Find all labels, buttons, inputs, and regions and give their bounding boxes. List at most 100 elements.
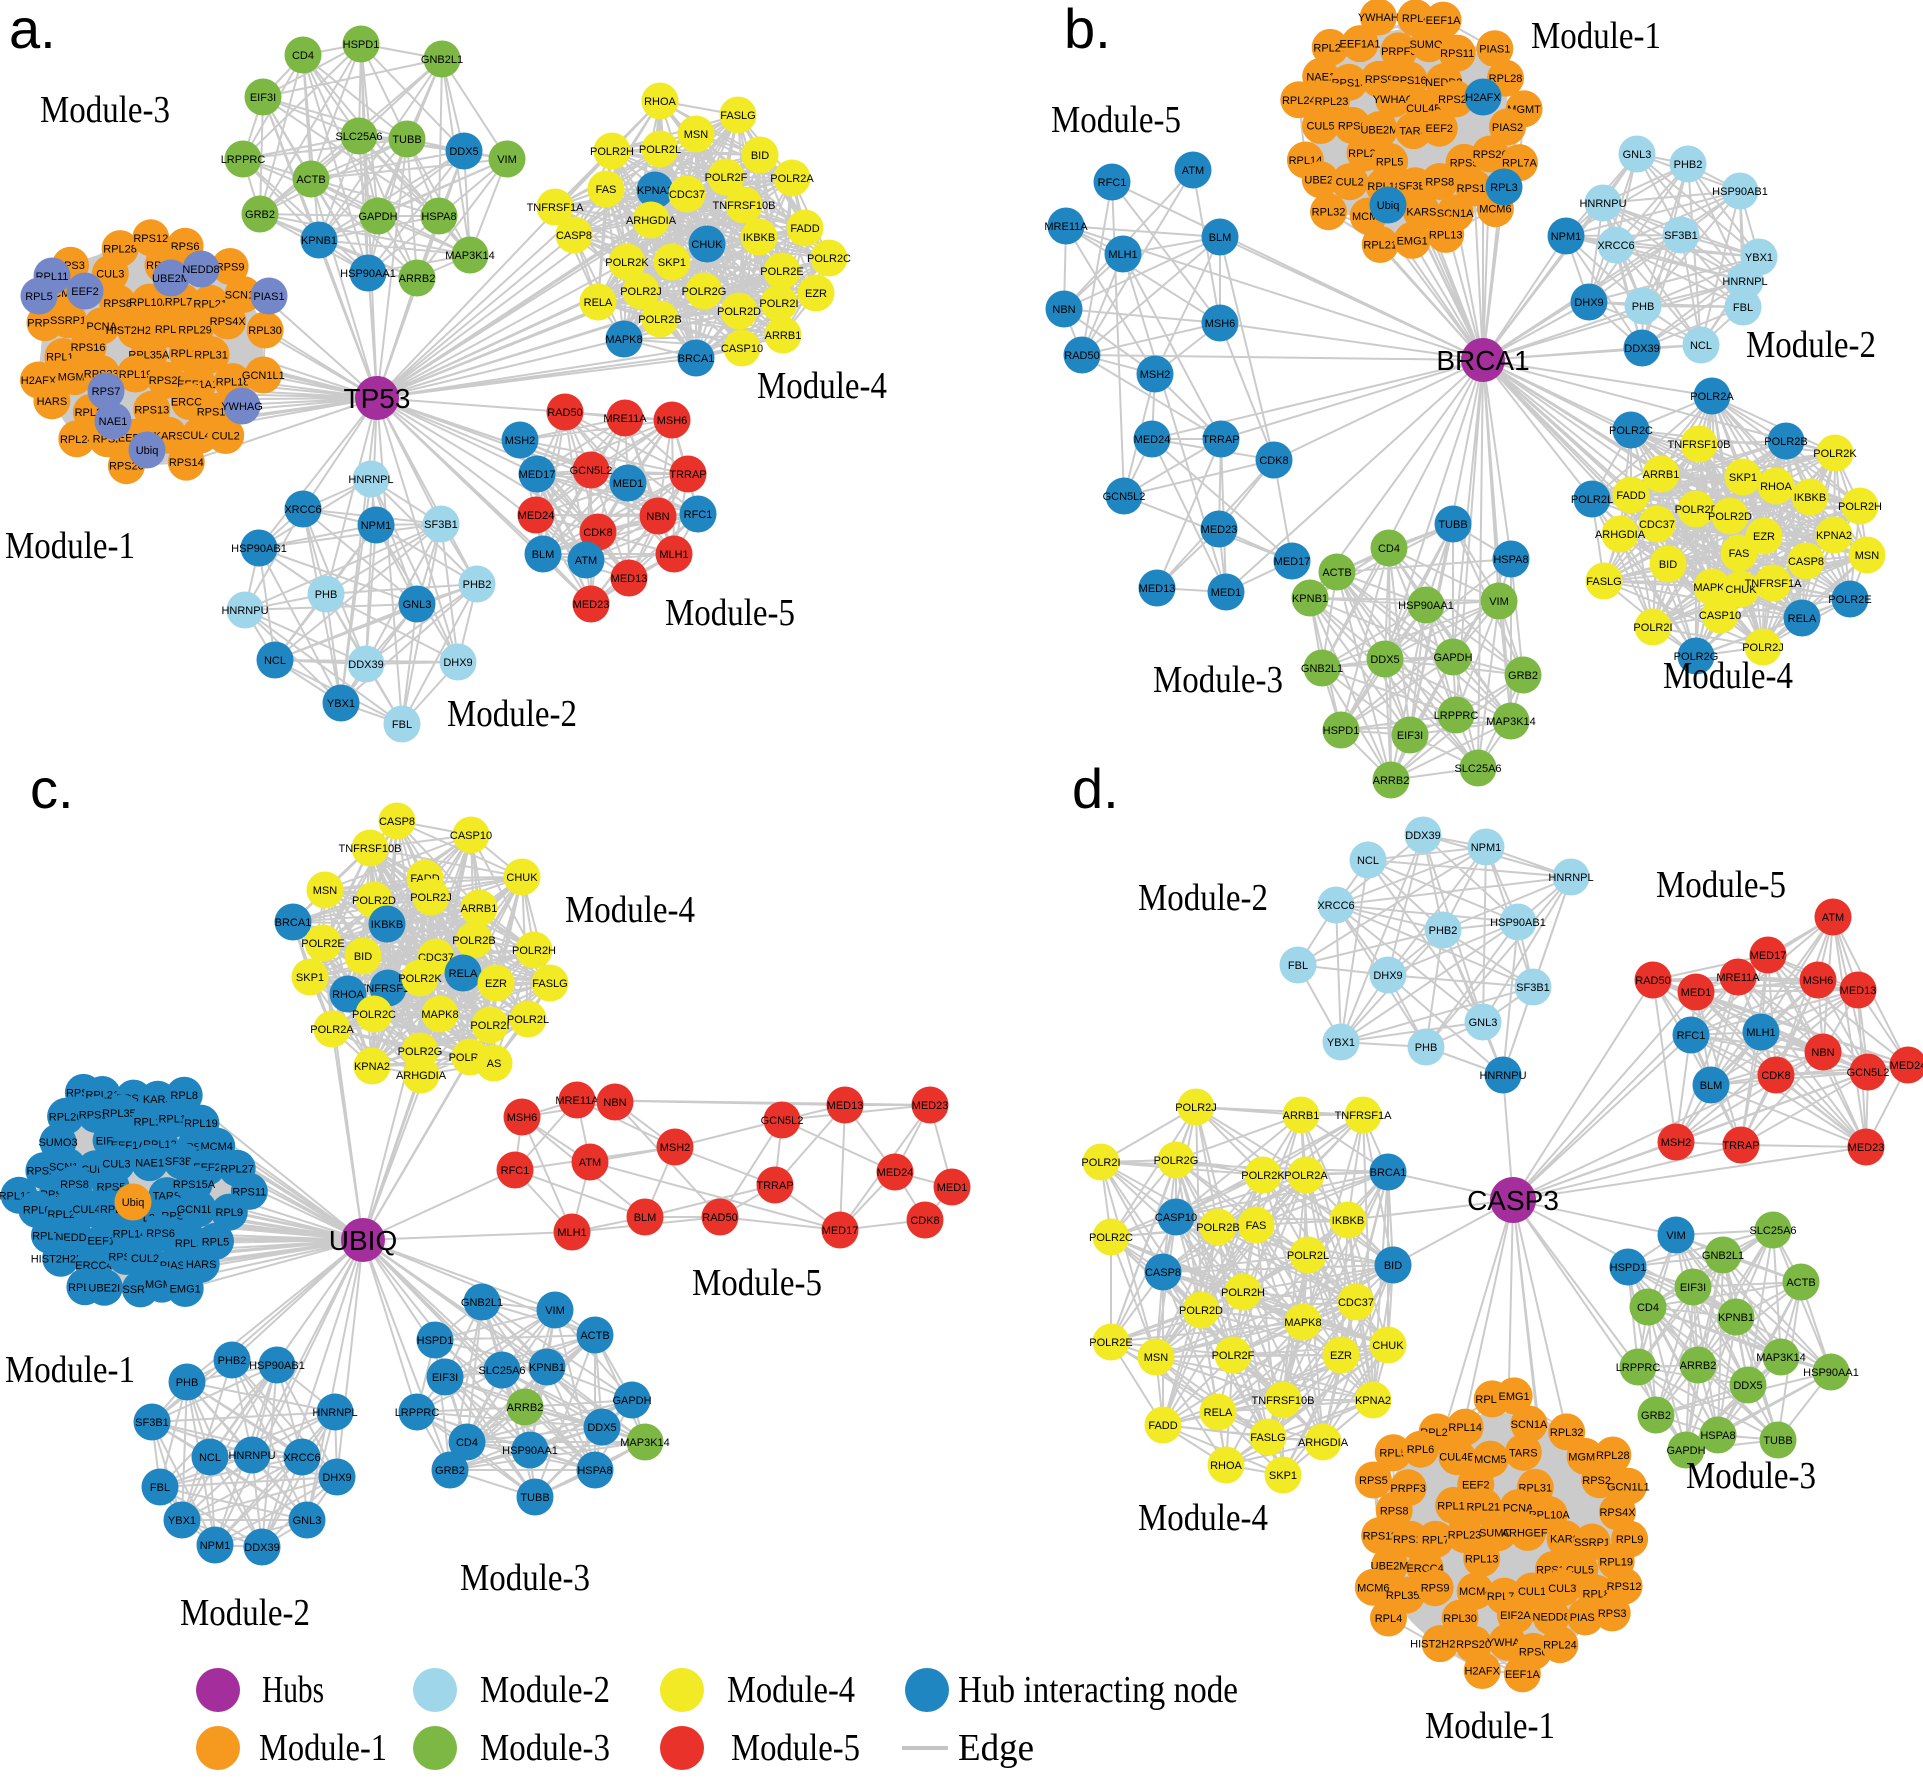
svg-text:FBL: FBL [1288,960,1308,972]
svg-text:POLR2J: POLR2J [1742,642,1784,654]
svg-text:MLH1: MLH1 [557,1227,586,1239]
svg-text:EMG1: EMG1 [1397,235,1428,247]
svg-text:MED17: MED17 [519,469,556,481]
svg-text:POLR2E: POLR2E [1089,1337,1132,1349]
svg-text:TNFRSF1A: TNFRSF1A [1335,1110,1393,1122]
svg-text:GRB2: GRB2 [245,209,275,221]
svg-text:IKBKB: IKBKB [371,919,403,931]
svg-text:SF3B1: SF3B1 [1664,230,1698,242]
svg-text:RPL5: RPL5 [1376,157,1404,169]
svg-text:POLR2H: POLR2H [1838,501,1882,513]
svg-text:GNB2L1: GNB2L1 [461,1297,503,1309]
svg-text:CASP8: CASP8 [556,230,592,242]
svg-text:CUL1: CUL1 [1518,1586,1546,1598]
svg-text:NBN: NBN [1052,304,1075,316]
svg-text:POLR2J: POLR2J [620,286,662,298]
svg-text:UBIQ: UBIQ [329,1225,397,1256]
svg-text:PHB: PHB [1415,1042,1438,1054]
svg-text:POLR2E: POLR2E [301,938,344,950]
svg-text:Module-4: Module-4 [1663,655,1793,697]
svg-text:SKP1: SKP1 [658,257,686,269]
svg-text:PHB: PHB [176,1377,199,1389]
svg-text:POLR2D: POLR2D [1708,511,1752,523]
svg-text:RPS4X: RPS4X [1599,1507,1636,1519]
svg-text:CD4: CD4 [1637,1302,1659,1314]
svg-text:BRCA1: BRCA1 [275,917,312,929]
svg-text:POLR2L: POLR2L [1571,494,1613,506]
svg-text:MED23: MED23 [912,1100,949,1112]
svg-text:Module-1: Module-1 [5,525,135,567]
svg-text:ACTB: ACTB [1786,1277,1815,1289]
svg-text:GRB2: GRB2 [1641,1410,1671,1422]
svg-text:RELA: RELA [584,297,613,309]
svg-text:NCL: NCL [199,1452,221,1464]
svg-text:LRPPRC: LRPPRC [221,154,266,166]
svg-text:PHB2: PHB2 [218,1355,247,1367]
svg-text:RAD50: RAD50 [1635,975,1670,987]
svg-text:RPL31: RPL31 [194,350,228,362]
svg-text:DDX39: DDX39 [1624,343,1659,355]
svg-text:ARRB2: ARRB2 [399,273,436,285]
svg-text:MED1: MED1 [1211,587,1242,599]
svg-text:Module-1: Module-1 [5,1349,135,1391]
svg-text:HSP90AA1: HSP90AA1 [1398,600,1454,612]
svg-text:GCN5L2: GCN5L2 [1847,1067,1890,1079]
svg-text:DDX5: DDX5 [1733,1380,1762,1392]
svg-text:MSH2: MSH2 [1661,1137,1692,1149]
svg-text:BRCA1: BRCA1 [1370,1167,1407,1179]
svg-text:ARHGDIA: ARHGDIA [1595,529,1646,541]
svg-text:SKP1: SKP1 [1729,472,1757,484]
svg-text:Module-2: Module-2 [1746,324,1876,366]
svg-text:RPL6: RPL6 [1407,1444,1435,1456]
svg-text:Hub interacting node: Hub interacting node [958,1669,1238,1711]
svg-text:RHOA: RHOA [1210,1460,1242,1472]
svg-text:FASLG: FASLG [532,978,567,990]
svg-text:Module-2: Module-2 [447,693,577,735]
svg-text:RPL32: RPL32 [1312,207,1346,219]
svg-text:ACTB: ACTB [1322,567,1351,579]
svg-text:POLR2F: POLR2F [705,172,748,184]
svg-text:GCN5L2: GCN5L2 [570,465,613,477]
svg-text:DDX39: DDX39 [244,1542,279,1554]
svg-text:GCN1L1: GCN1L1 [242,370,285,382]
svg-text:KPNB1: KPNB1 [301,235,337,247]
svg-text:RAD50: RAD50 [702,1212,737,1224]
svg-text:UBE2I: UBE2I [88,1282,120,1294]
svg-text:MSH2: MSH2 [505,435,536,447]
svg-text:NPM1: NPM1 [200,1540,231,1552]
svg-text:POLR2E: POLR2E [760,266,803,278]
svg-text:YBX1: YBX1 [327,698,355,710]
svg-text:XRCC6: XRCC6 [283,1452,320,1464]
svg-text:MED23: MED23 [573,599,610,611]
svg-text:GAPDH: GAPDH [612,1395,651,1407]
svg-text:Module-2: Module-2 [180,1592,310,1634]
svg-text:ARHGDIA: ARHGDIA [396,1070,447,1082]
svg-text:GNL3: GNL3 [293,1515,322,1527]
svg-text:SSRP1: SSRP1 [50,315,86,327]
svg-text:POLR2L: POLR2L [507,1014,549,1026]
svg-text:ARRB2: ARRB2 [1680,1360,1717,1372]
svg-text:CASP3: CASP3 [1467,1185,1559,1216]
svg-text:VIM: VIM [497,154,517,166]
svg-text:MSH6: MSH6 [507,1112,538,1124]
svg-text:FADD: FADD [1148,1420,1177,1432]
svg-text:POLR2K: POLR2K [605,257,649,269]
svg-text:RPL14: RPL14 [1448,1422,1482,1434]
svg-text:HNRNPU: HNRNPU [221,605,268,617]
svg-text:H2AFX: H2AFX [1465,92,1501,104]
svg-text:XRCC6: XRCC6 [284,504,321,516]
svg-text:MAP3K14: MAP3K14 [620,1437,670,1449]
svg-text:KPNA2: KPNA2 [354,1061,390,1073]
svg-text:MED23: MED23 [1848,1142,1885,1154]
svg-text:IKBKB: IKBKB [1332,1215,1364,1227]
svg-text:TRRAP: TRRAP [1202,434,1239,446]
svg-text:RPL24: RPL24 [1543,1640,1577,1652]
svg-text:Module-3: Module-3 [40,89,170,131]
svg-text:CUL2: CUL2 [1336,177,1364,189]
svg-text:HNRNPL: HNRNPL [1722,276,1767,288]
svg-text:RPL30: RPL30 [1443,1613,1477,1625]
svg-text:MED13: MED13 [827,1100,864,1112]
svg-text:MSH2: MSH2 [1140,369,1171,381]
svg-text:GAPDH: GAPDH [358,211,397,223]
svg-text:HSP90AB1: HSP90AB1 [1712,186,1768,198]
